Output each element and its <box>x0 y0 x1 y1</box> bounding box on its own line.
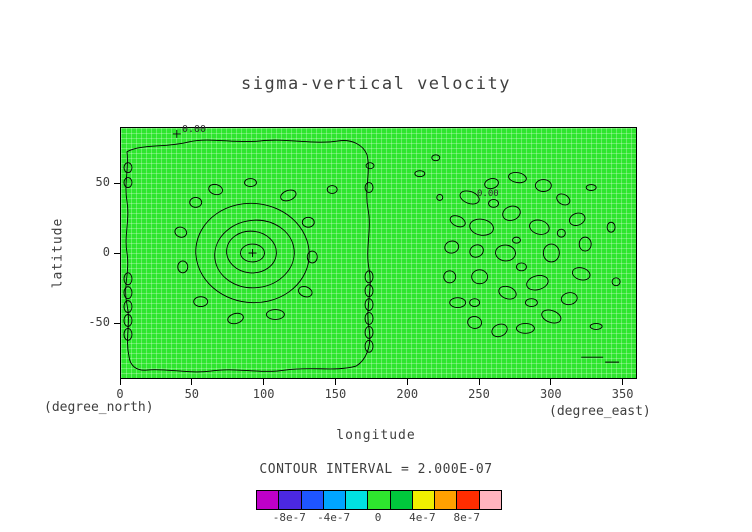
colorbar-tick-label: 0 <box>374 511 382 524</box>
colorbar-segment <box>435 491 458 509</box>
colorbar-segment <box>257 491 280 509</box>
colorbar-tick-label: 4e-7 <box>409 511 436 524</box>
x-tick <box>550 379 552 385</box>
x-tick-label: 200 <box>396 387 419 401</box>
y-axis-units-note: (degree_north) <box>44 400 154 415</box>
colorbar-segment <box>479 491 501 509</box>
colorbar-segment <box>368 491 391 509</box>
y-tick-label: -50 <box>88 315 110 329</box>
x-tick <box>263 379 265 385</box>
x-tick-label: 150 <box>324 387 347 401</box>
contour-line <box>125 139 371 373</box>
x-tick-label: 0 <box>116 387 124 401</box>
contour-lines <box>123 129 621 373</box>
plot-area <box>120 127 637 379</box>
chart-title: sigma-vertical velocity <box>241 74 511 94</box>
x-tick-label: 50 <box>184 387 200 401</box>
colorbar-segment <box>457 491 480 509</box>
colorbar-segment <box>301 491 324 509</box>
x-tick <box>406 379 408 385</box>
colorbar-tick-label: -4e-7 <box>317 511 351 524</box>
x-tick-label: 100 <box>252 387 275 401</box>
contour-interval-caption: CONTOUR INTERVAL = 2.000E-07 <box>259 462 493 477</box>
y-tick-label: 50 <box>95 175 110 189</box>
colorbar-segment <box>390 491 413 509</box>
colorbar-tick-label: 8e-7 <box>453 511 480 524</box>
y-tick <box>114 252 120 254</box>
y-axis-title: latitude <box>50 217 66 289</box>
x-tick-label: 300 <box>539 387 562 401</box>
x-tick-label: 350 <box>611 387 634 401</box>
x-tick <box>478 379 480 385</box>
colorbar-segment <box>279 491 302 509</box>
colorbar <box>256 490 502 510</box>
x-axis-units-note: (degree_east) <box>549 404 651 419</box>
colorbar-tick-label: -8e-7 <box>272 511 306 524</box>
y-tick <box>114 182 120 184</box>
x-tick-label: 250 <box>468 387 490 401</box>
colorbar-segment <box>412 491 436 509</box>
y-tick-label: 0 <box>102 245 110 259</box>
x-axis-title: longitude <box>336 428 416 443</box>
x-tick <box>191 379 193 385</box>
x-tick <box>622 379 624 385</box>
colorbar-segment <box>346 491 369 509</box>
contour-value-label: 0.00 <box>182 124 207 135</box>
contour-value-label: 0.00 <box>477 189 499 199</box>
colorbar-segment <box>323 491 347 509</box>
y-tick <box>114 322 120 324</box>
x-tick <box>334 379 336 385</box>
x-tick <box>119 379 121 385</box>
